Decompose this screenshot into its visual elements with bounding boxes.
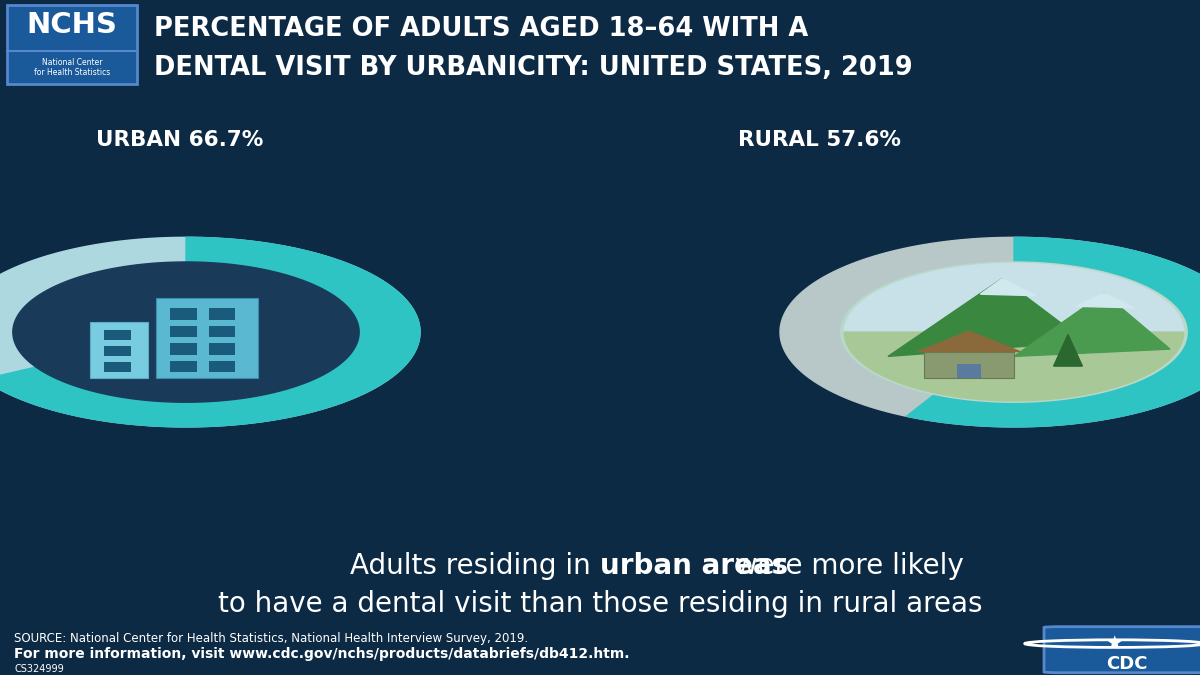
FancyBboxPatch shape [958,364,982,378]
FancyBboxPatch shape [209,344,235,355]
Polygon shape [780,238,1200,427]
Text: to have a dental visit than those residing in rural areas: to have a dental visit than those residi… [217,590,983,618]
Text: were more likely: were more likely [726,552,964,580]
Polygon shape [906,238,1200,427]
FancyBboxPatch shape [170,326,197,338]
Polygon shape [1076,293,1134,308]
Polygon shape [1054,335,1082,366]
Text: SOURCE: National Center for Health Statistics, National Health Interview Survey,: SOURCE: National Center for Health Stati… [14,632,528,645]
FancyBboxPatch shape [156,298,258,378]
Text: DENTAL VISIT BY URBANICITY: UNITED STATES, 2019: DENTAL VISIT BY URBANICITY: UNITED STATE… [154,55,912,81]
Text: urban areas: urban areas [600,552,788,580]
Text: For more information, visit www.cdc.gov/nchs/products/databriefs/db412.htm.: For more information, visit www.cdc.gov/… [14,647,630,661]
FancyBboxPatch shape [104,362,131,373]
FancyBboxPatch shape [924,352,1014,378]
Polygon shape [888,279,1086,356]
Polygon shape [980,279,1036,296]
Text: CDC: CDC [1106,655,1147,673]
FancyBboxPatch shape [7,5,137,84]
Polygon shape [1014,293,1170,356]
Text: National Center
for Health Statistics: National Center for Health Statistics [34,58,110,78]
Text: PERCENTAGE OF ADULTS AGED 18–64 WITH A: PERCENTAGE OF ADULTS AGED 18–64 WITH A [154,16,808,43]
Polygon shape [0,238,420,427]
Polygon shape [918,331,1020,352]
Polygon shape [841,262,1187,402]
Text: Adults residing in: Adults residing in [350,552,600,580]
Text: NCHS: NCHS [26,11,118,39]
FancyBboxPatch shape [209,308,235,320]
FancyBboxPatch shape [1044,626,1200,673]
Text: RURAL 57.6%: RURAL 57.6% [738,130,901,150]
Polygon shape [13,262,359,402]
FancyBboxPatch shape [104,329,131,340]
FancyBboxPatch shape [209,360,235,373]
Polygon shape [845,332,1183,401]
FancyBboxPatch shape [170,344,197,355]
FancyBboxPatch shape [170,308,197,320]
Polygon shape [0,238,420,427]
FancyBboxPatch shape [170,360,197,373]
FancyBboxPatch shape [90,323,148,378]
FancyBboxPatch shape [104,346,131,356]
Text: ★: ★ [1106,634,1123,653]
Text: CS324999: CS324999 [14,664,64,674]
Polygon shape [845,263,1183,332]
Text: URBAN 66.7%: URBAN 66.7% [96,130,263,150]
FancyBboxPatch shape [209,326,235,338]
